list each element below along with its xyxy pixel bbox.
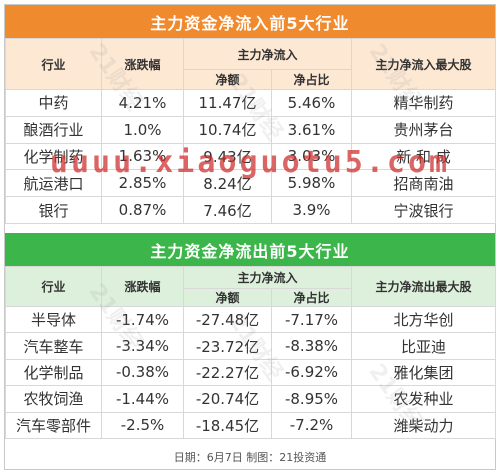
- header-industry: 行业: [5, 38, 102, 90]
- ratio-cell: -8.38%: [270, 332, 353, 360]
- industry-cell: 农牧饲渔: [5, 385, 102, 413]
- table-row: 农牧饲渔 -1.44% -20.74亿 -8.95% 农发种业: [5, 385, 497, 413]
- change-cell: -0.38%: [101, 358, 184, 387]
- change-cell: 4.21%: [101, 89, 184, 117]
- stock-cell: 比亚迪: [351, 332, 497, 360]
- change-cell: -1.74%: [101, 305, 184, 334]
- stock-cell: 宁波银行: [351, 196, 497, 224]
- table-row: 酿酒行业 1.0% 10.74亿 3.61% 贵州茅台: [5, 115, 497, 144]
- header-top-stock: 主力净流出最大股: [351, 266, 497, 307]
- table-row: 中药 4.21% 11.47亿 5.46% 精华制药: [5, 89, 497, 117]
- header-net-ratio: 净占比: [270, 69, 353, 90]
- ratio-cell: -7.2%: [270, 411, 353, 439]
- data-panel: 主力资金净流入前5大行业 行业 涨跌幅 主力净流入 主力净流入最大股 净额 净占…: [4, 4, 497, 470]
- industry-cell: 汽车整车: [5, 332, 102, 360]
- table-row: 化学制药 1.63% 9.43亿 3.03% 新 和 成: [5, 142, 497, 171]
- header-net-ratio: 净占比: [270, 288, 353, 307]
- header-change: 涨跌幅: [101, 38, 184, 90]
- table-row: 航运港口 2.85% 8.24亿 5.98% 招商南油: [5, 169, 497, 198]
- stock-cell: 雅化集团: [351, 358, 497, 387]
- change-cell: -1.44%: [101, 385, 184, 413]
- ratio-cell: -7.17%: [270, 305, 353, 334]
- header-top-stock: 主力净流入最大股: [351, 38, 497, 90]
- header-net-inflow-group: 主力净流入: [182, 266, 353, 289]
- outflow-title: 主力资金净流出前5大行业: [5, 233, 495, 266]
- industry-cell: 汽车零部件: [5, 411, 102, 439]
- ratio-cell: 5.98%: [270, 169, 353, 198]
- ratio-cell: 3.9%: [270, 196, 353, 224]
- outflow-table: 行业 涨跌幅 主力净流入 主力净流出最大股 净额 净占比 半导体 -1.74% …: [5, 266, 497, 439]
- change-cell: 2.85%: [101, 169, 184, 198]
- ratio-cell: 3.03%: [270, 142, 353, 171]
- stock-cell: 招商南油: [351, 169, 497, 198]
- header-net-amount: 净额: [183, 288, 272, 307]
- stock-cell: 贵州茅台: [351, 115, 497, 144]
- stock-cell: 北方华创: [351, 305, 497, 334]
- net-cell: 9.43亿: [183, 142, 272, 171]
- footer-credit: 日期：6月7日 制图：21投资通: [173, 451, 327, 464]
- header-net-inflow-group: 主力净流入: [182, 38, 353, 70]
- inflow-title: 主力资金净流入前5大行业: [5, 5, 495, 38]
- change-cell: 1.63%: [101, 142, 184, 171]
- industry-cell: 酿酒行业: [5, 115, 102, 144]
- inflow-table: 行业 涨跌幅 主力净流入 主力净流入最大股 净额 净占比 中药 4.21% 11…: [5, 38, 497, 224]
- industry-cell: 半导体: [5, 305, 102, 334]
- industry-cell: 中药: [5, 89, 102, 117]
- table-row: 半导体 -1.74% -27.48亿 -7.17% 北方华创: [5, 305, 497, 334]
- net-cell: 8.24亿: [183, 169, 272, 198]
- table-row: 银行 0.87% 7.46亿 3.9% 宁波银行: [5, 196, 497, 224]
- net-cell: -18.45亿: [183, 411, 272, 439]
- net-cell: 11.47亿: [183, 89, 272, 117]
- ratio-cell: 3.61%: [270, 115, 353, 144]
- stock-cell: 农发种业: [351, 385, 497, 413]
- header-net-amount: 净额: [183, 69, 272, 90]
- stock-cell: 精华制药: [351, 89, 497, 117]
- change-cell: 0.87%: [101, 196, 184, 224]
- industry-cell: 航运港口: [5, 169, 102, 198]
- header-change: 涨跌幅: [101, 266, 184, 307]
- header-industry: 行业: [5, 266, 102, 307]
- change-cell: -3.34%: [101, 332, 184, 360]
- table-row: 汽车零部件 -2.5% -18.45亿 -7.2% 潍柴动力: [5, 411, 497, 439]
- net-cell: -27.48亿: [183, 305, 272, 334]
- ratio-cell: -6.92%: [270, 358, 353, 387]
- stock-cell: 潍柴动力: [351, 411, 497, 439]
- change-cell: 1.0%: [101, 115, 184, 144]
- industry-cell: 银行: [5, 196, 102, 224]
- table-row: 汽车整车 -3.34% -23.72亿 -8.38% 比亚迪: [5, 332, 497, 360]
- ratio-cell: -8.95%: [270, 385, 353, 413]
- net-cell: 7.46亿: [183, 196, 272, 224]
- industry-cell: 化学制品: [5, 358, 102, 387]
- industry-cell: 化学制药: [5, 142, 102, 171]
- net-cell: -22.27亿: [183, 358, 272, 387]
- net-cell: 10.74亿: [183, 115, 272, 144]
- stock-cell: 新 和 成: [351, 142, 497, 171]
- change-cell: -2.5%: [101, 411, 184, 439]
- net-cell: -23.72亿: [183, 332, 272, 360]
- table-row: 化学制品 -0.38% -22.27亿 -6.92% 雅化集团: [5, 358, 497, 387]
- ratio-cell: 5.46%: [270, 89, 353, 117]
- net-cell: -20.74亿: [183, 385, 272, 413]
